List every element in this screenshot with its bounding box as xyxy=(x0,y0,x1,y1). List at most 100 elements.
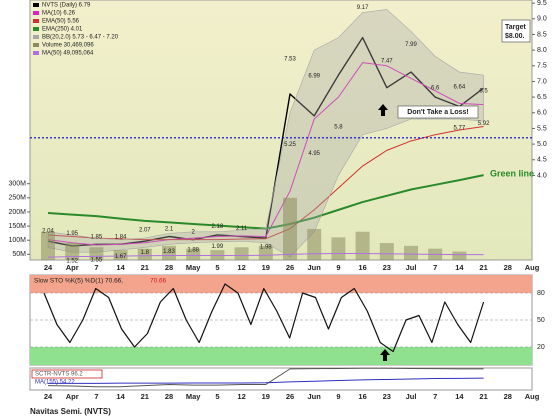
price-callout: 7.53 xyxy=(284,56,296,62)
x-tick-label: 24 xyxy=(44,392,53,401)
x-tick-label: 7 xyxy=(433,392,437,401)
series-line xyxy=(47,253,484,258)
volume-bar xyxy=(65,243,80,260)
x-tick-label: 16 xyxy=(358,263,366,272)
y-tick-label: 9.5 xyxy=(537,0,547,7)
panel-title: Slow STO %K(5) %D(1) 70.66, xyxy=(34,278,123,285)
x-tick-label: May xyxy=(186,392,201,401)
price-callout: 1.52 xyxy=(66,259,78,265)
y-tick-label: 8.0 xyxy=(537,47,547,54)
target-note: Target xyxy=(505,24,527,31)
series-line xyxy=(47,62,484,246)
x-tick-label: 5 xyxy=(215,263,219,272)
legend-label: MA(10) 6.26 xyxy=(42,11,76,17)
legend-label: EMA(250) 4.01 xyxy=(42,27,83,33)
y-tick-label: 8.5 xyxy=(537,31,547,38)
y-tick-label: 7.5 xyxy=(537,63,547,70)
x-tick-label: Jun xyxy=(308,263,322,272)
x-tick-label: 28 xyxy=(165,263,173,272)
volume-bar xyxy=(307,228,322,260)
legend-swatch xyxy=(33,27,39,31)
x-tick-label: 7 xyxy=(433,263,437,272)
x-tick-label: 23 xyxy=(383,263,391,272)
legend-swatch xyxy=(33,35,39,39)
x-tick-label: 26 xyxy=(286,263,294,272)
price-callout: 6.5 xyxy=(479,89,488,95)
price-callout: 1.88 xyxy=(187,247,199,253)
price-callout: 6.6 xyxy=(431,86,440,92)
x-tick-label: 19 xyxy=(262,392,270,401)
price-callout: 1.99 xyxy=(212,244,224,250)
series-line xyxy=(47,126,484,241)
y-tick-label: 50 xyxy=(537,317,545,324)
warning-note: Don't Take a Loss! xyxy=(407,109,468,116)
x-tick-label: 5 xyxy=(215,392,219,401)
x-tick-label: Apr xyxy=(66,263,79,272)
price-callout: 2.18 xyxy=(212,224,224,230)
legend-swatch xyxy=(33,19,39,23)
bollinger-band xyxy=(47,9,484,258)
sto-line xyxy=(43,283,485,353)
legend-label: Volume 30,469,096 xyxy=(42,43,94,49)
legend-label: SCTR-NVTS 96.2 xyxy=(35,372,83,378)
price-callout: 9.17 xyxy=(357,5,369,11)
x-tick-label: Jun xyxy=(308,392,322,401)
x-tick-label: 14 xyxy=(116,392,125,401)
x-tick-label: May xyxy=(186,263,201,272)
price-callout: 1.8 xyxy=(141,250,150,256)
y2-tick-label: 300M xyxy=(8,181,26,188)
legend-label: MA(155) 54.22 xyxy=(35,380,75,386)
sctr-line xyxy=(47,367,484,388)
price-callout: 1.98 xyxy=(260,244,272,250)
legend-swatch xyxy=(33,43,39,47)
y2-tick-label: 150M xyxy=(8,223,26,230)
x-tick-label: 21 xyxy=(141,263,149,272)
legend-label: MA(50) 49,095,064 xyxy=(42,51,94,57)
y2-tick-label: 250M xyxy=(8,195,26,202)
price-callout: 6.64 xyxy=(454,84,466,90)
price-callout: 2 xyxy=(192,230,196,236)
price-callout: 5.77 xyxy=(454,126,466,132)
price-callout: 5.8 xyxy=(334,125,343,131)
y-tick-label: 4.0 xyxy=(537,172,547,179)
price-callout: 1.55 xyxy=(91,258,103,264)
price-callout: 7.99 xyxy=(405,42,417,48)
target-note: $8.00. xyxy=(505,33,525,40)
volume-bar xyxy=(234,247,249,260)
price-panel xyxy=(29,0,533,261)
y2-tick-label: 100M xyxy=(8,237,26,244)
y-tick-label: 5.5 xyxy=(537,125,547,132)
x-tick-label: 16 xyxy=(358,392,366,401)
price-callout: 1.67 xyxy=(115,254,127,260)
green-line-note: Green line xyxy=(490,168,534,178)
x-tick-label: Jul xyxy=(406,263,417,272)
y-tick-label: 5.0 xyxy=(537,141,547,148)
zone xyxy=(30,275,532,293)
legend-swatch xyxy=(33,51,39,55)
y-tick-label: 6.0 xyxy=(537,110,547,117)
x-tick-label: 28 xyxy=(504,392,512,401)
y-tick-label: 7.0 xyxy=(537,78,547,85)
x-tick-label: 28 xyxy=(165,392,173,401)
x-tick-label: 23 xyxy=(383,392,391,401)
x-tick-label: 12 xyxy=(237,263,245,272)
price-callout: 2.07 xyxy=(139,227,151,233)
price-callout: 6.99 xyxy=(308,73,320,79)
y2-tick-label: 200M xyxy=(8,209,26,216)
x-tick-label: 21 xyxy=(479,263,487,272)
price-callout: 4.95 xyxy=(308,151,320,157)
x-tick-label: 21 xyxy=(141,392,149,401)
y-tick-label: 20 xyxy=(537,344,545,351)
y-tick-label: 6.5 xyxy=(537,94,547,101)
volume-bar xyxy=(162,245,176,260)
volume-bar xyxy=(452,251,467,260)
arrow xyxy=(378,104,388,116)
legend-swatch xyxy=(33,3,39,7)
volume-bar xyxy=(41,231,55,260)
legend-label: BB(20,2.0) 5.73 - 6.47 - 7.20 xyxy=(42,35,119,41)
x-tick-label: Aug xyxy=(525,263,540,272)
x-tick-label: 24 xyxy=(44,263,53,272)
x-tick-label: Jul xyxy=(406,392,417,401)
target-box xyxy=(501,19,531,43)
x-tick-label: 12 xyxy=(237,392,245,401)
